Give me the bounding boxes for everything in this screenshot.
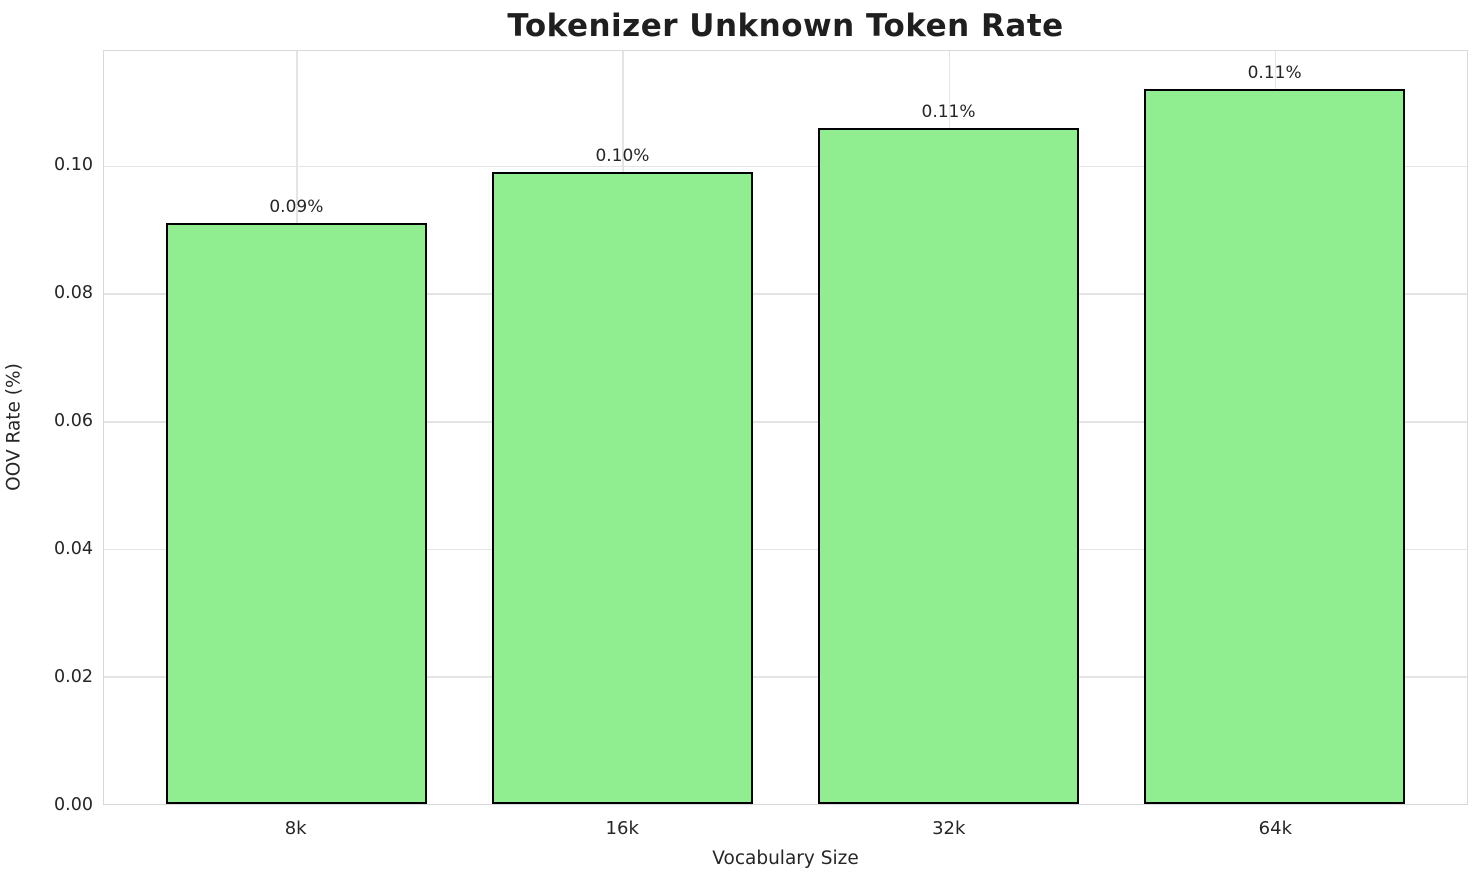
plot-area: 0.09% 0.10% 0.11% 0.11%: [103, 50, 1468, 805]
bar-value-label: 0.10%: [595, 146, 650, 167]
bar-value-label: 0.11%: [1247, 63, 1302, 84]
x-tick-label-32k: 32k: [932, 818, 966, 839]
y-tick-label: 0.04: [54, 539, 93, 560]
bar-value-label: 0.09%: [269, 197, 324, 218]
y-gridline: [104, 548, 1467, 551]
y-gridline: [104, 165, 1467, 168]
y-axis-label: OOV Rate (%): [3, 363, 25, 491]
bar-value-label: 0.11%: [921, 101, 976, 122]
y-tick-label: 0.06: [54, 411, 93, 432]
bar-32k: [818, 127, 1079, 804]
chart-title: Tokenizer Unknown Token Rate: [507, 8, 1064, 44]
x-axis-label: Vocabulary Size: [712, 848, 859, 869]
x-tick-label-16k: 16k: [605, 818, 639, 839]
y-gridline: [104, 676, 1467, 678]
x-tick-label-8k: 8k: [284, 818, 307, 839]
bar-16k: [492, 172, 753, 804]
bar-8k: [165, 223, 427, 804]
y-tick-label: 0.08: [54, 283, 93, 304]
y-gridline: [104, 293, 1467, 295]
y-gridline: [104, 421, 1467, 423]
y-tick-label: 0.02: [54, 667, 93, 688]
x-tick-label-64k: 64k: [1258, 818, 1292, 839]
y-tick-label: 0.00: [54, 795, 93, 815]
y-tick-label: 0.10: [54, 155, 93, 176]
bar-64k: [1144, 89, 1406, 804]
